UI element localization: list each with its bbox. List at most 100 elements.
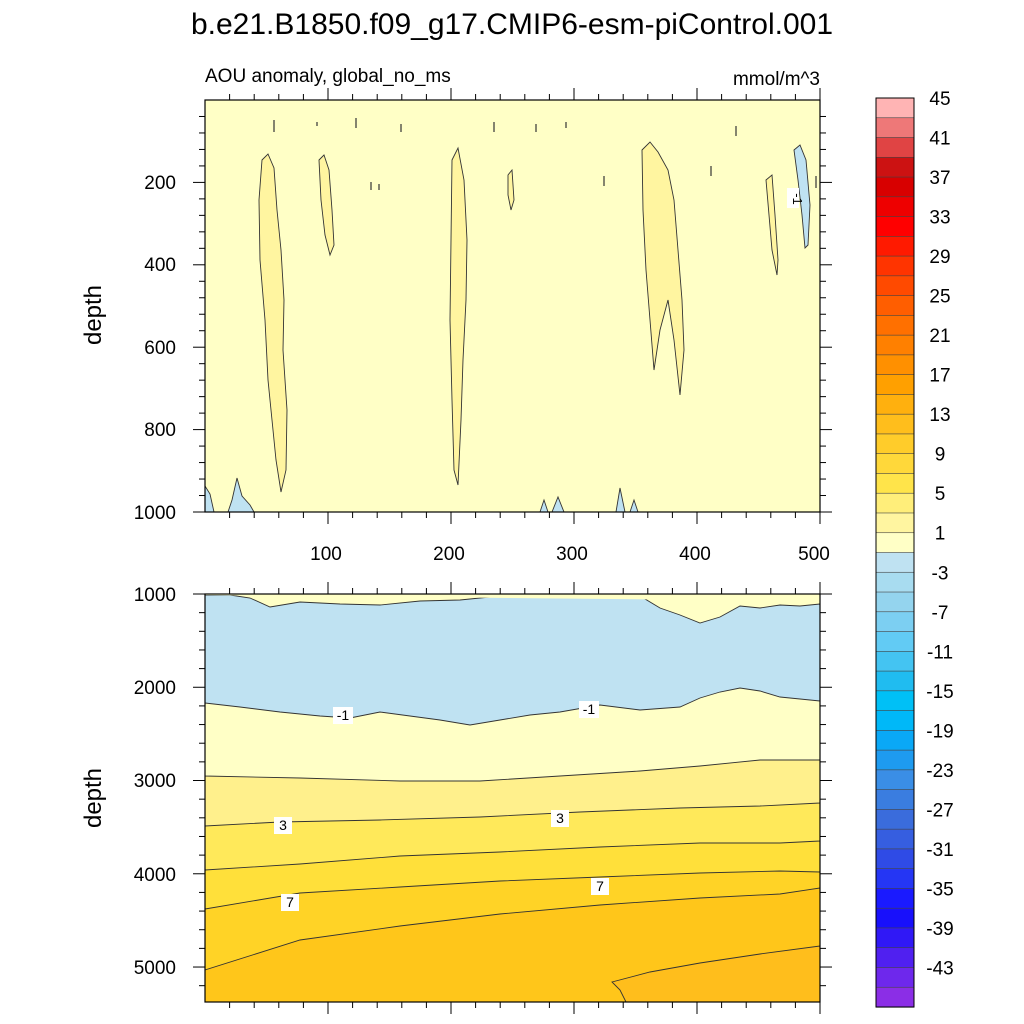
upper-x-tick-label-400: 400: [679, 544, 711, 565]
lower-corner-band-9-to-11: [611, 945, 820, 1002]
lower-contour-label-box-4: [551, 810, 569, 827]
colorbar-label-29: 29: [929, 247, 950, 268]
colorbar-box--31-to--29: [875, 828, 915, 850]
colorbar-label--31: -31: [926, 840, 953, 861]
colorbar-label-41: 41: [929, 129, 950, 150]
lower-contour-label-5: 7: [286, 894, 294, 910]
colorbar-box--9-to--7: [875, 611, 915, 633]
lower-contour-label-box-6: [591, 878, 609, 895]
colorbar-box--7-to--5: [875, 591, 915, 613]
lower-x-ticks: [229, 582, 821, 1014]
lower-y-ticks: [193, 593, 832, 987]
colorbar-label--39: -39: [926, 919, 953, 940]
colorbar-box-23-to-25: [875, 295, 915, 316]
colorbar-box--27-to--25: [875, 789, 915, 810]
colorbar-label-5: 5: [935, 484, 946, 505]
colorbar-label-17: 17: [929, 366, 950, 387]
colorbar-box--25-to--23: [875, 769, 915, 791]
upper-small-contours: [273, 118, 817, 190]
colorbar-box--1-to-1: [875, 532, 915, 554]
colorbar-label--35: -35: [926, 879, 953, 900]
colorbar-box-27-to-29: [875, 255, 915, 277]
variable-label: AOU anomaly, global_no_ms: [205, 66, 451, 87]
colorbar-box--inf-to--45: [875, 986, 915, 1008]
colorbar-box-39-to-41: [875, 137, 915, 158]
lower-y-tick-label-5000: 5000: [134, 958, 176, 979]
lower-contour-label-box-3: [274, 817, 292, 834]
colorbar-label--3: -3: [932, 563, 949, 584]
colorbar-box--23-to--21: [875, 749, 915, 771]
colorbar-box--29-to--27: [875, 809, 915, 830]
upper-contour-label-box-1: [787, 188, 799, 208]
colorbar-label-25: 25: [929, 287, 950, 308]
upper-negative-patch-1: [793, 144, 811, 249]
lower-panel: -1 -1 3 3 7 7 1000 2000 3000 4000 5000 d…: [80, 582, 832, 1014]
colorbar-label--27: -27: [926, 800, 953, 821]
upper-y-tick-label-600: 600: [144, 338, 176, 359]
lower-contour-labels: -1 -1 3 3 7 7: [274, 701, 609, 911]
colorbar-box--45-to--43: [875, 967, 915, 988]
upper-anomaly-patch-2: [318, 154, 335, 257]
colorbar-box--21-to--19: [875, 730, 915, 751]
units-label: mmol/m^3: [733, 69, 820, 90]
upper-x-tick-label-200: 200: [433, 544, 465, 565]
upper-y-axis-label: depth: [80, 285, 107, 345]
colorbar-box-31-to-33: [875, 216, 915, 237]
upper-negative-patch-4: [539, 498, 549, 512]
upper-contour-labels: -1: [787, 188, 805, 208]
colorbar-box-13-to-15: [875, 394, 915, 415]
lower-contour-label-1: -1: [337, 707, 350, 723]
colorbar-box--17-to--15: [875, 690, 915, 712]
upper-x-tick-label-300: 300: [556, 544, 588, 565]
colorbar-box-15-to-17: [875, 374, 915, 396]
lower-contour-label-2: -1: [583, 701, 596, 717]
colorbar-label-13: 13: [929, 405, 950, 426]
colorbar-box-11-to-13: [875, 413, 915, 435]
upper-y-tick-label-400: 400: [144, 255, 176, 276]
upper-anomaly-patch-3: [449, 146, 468, 486]
colorbar-box--37-to--35: [875, 888, 915, 909]
upper-negative-patch-6: [615, 487, 626, 512]
upper-negative-patch-7: [629, 498, 639, 512]
upper-anomaly-patch-4: [641, 141, 685, 396]
lower-contour-label-box-5: [281, 894, 299, 911]
colorbar-box-7-to-9: [875, 453, 915, 475]
colorbar-box--39-to--37: [875, 907, 915, 929]
colorbar-label--11: -11: [927, 642, 953, 663]
lower-plot-frame: [204, 593, 821, 1003]
upper-y-tick-label-1000: 1000: [134, 503, 176, 524]
colorbar-box--5-to--3: [875, 571, 915, 593]
colorbar-box--41-to--39: [875, 927, 915, 949]
upper-y-tick-label-800: 800: [144, 420, 176, 441]
lower-y-axis-label: depth: [80, 768, 107, 828]
upper-negative-patch-2: [205, 485, 215, 512]
lower-contour-label-4: 3: [556, 810, 564, 826]
colorbar-box--19-to--17: [875, 710, 915, 731]
lower-y-tick-label-3000: 3000: [134, 771, 176, 792]
upper-plot-background: [205, 100, 820, 512]
colorbar-box--33-to--31: [875, 848, 915, 870]
colorbar-box-21-to-23: [875, 315, 915, 336]
colorbar-box-37-to-39: [875, 156, 915, 178]
upper-x-tick-label-100: 100: [310, 544, 342, 565]
upper-contour-label-1: -1: [790, 193, 805, 205]
colorbar-label-33: 33: [929, 208, 950, 229]
figure-title: b.e21.B1850.f09_g17.CMIP6-esm-piControl.…: [191, 8, 833, 41]
colorbar-box--43-to--41: [875, 947, 915, 969]
colorbar-box--11-to--9: [875, 631, 915, 652]
upper-contour-fills: [258, 141, 779, 493]
colorbar-label--23: -23: [926, 761, 953, 782]
colorbar-label--43: -43: [926, 958, 953, 979]
colorbar-box-17-to-19: [875, 354, 915, 376]
upper-panel: -1 100 200 300 400 500 200 400 600 800 1…: [80, 88, 832, 565]
colorbar-label-37: 37: [929, 168, 950, 189]
upper-anomaly-patch-5: [765, 174, 779, 276]
colorbar-box-41-to-43: [875, 117, 915, 139]
colorbar-label-45: 45: [929, 89, 950, 110]
lower-band-negative: [205, 594, 820, 726]
colorbar-label--15: -15: [926, 682, 953, 703]
colorbar-box--15-to--13: [875, 670, 915, 692]
lower-band-top-fill: [205, 594, 820, 601]
lower-contour-label-6: 7: [596, 878, 604, 894]
